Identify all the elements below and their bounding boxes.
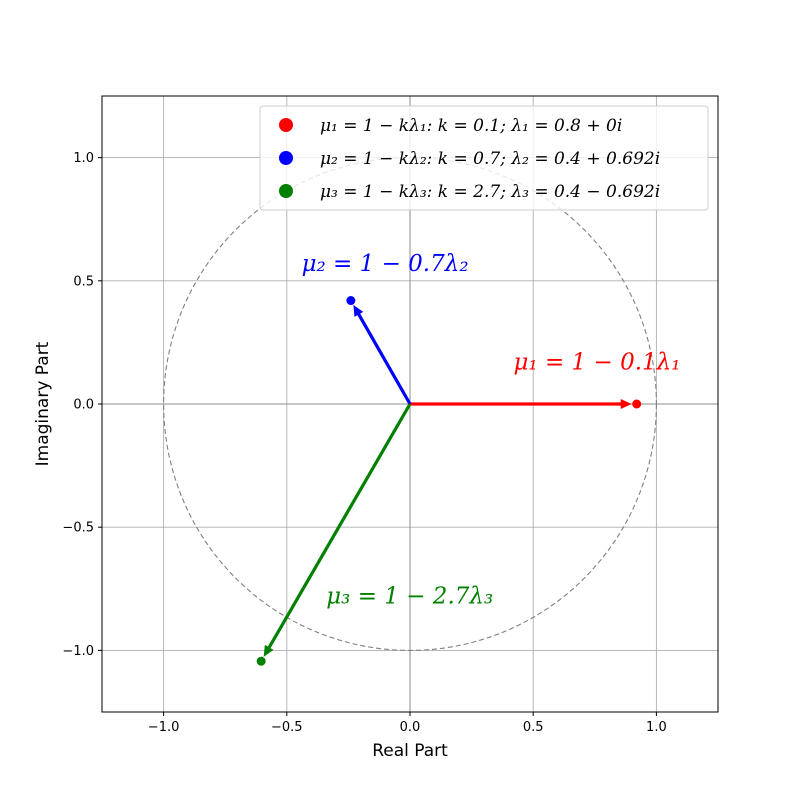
vector-shaft-3 <box>267 403 412 650</box>
vector-shaft-2 <box>356 312 412 405</box>
vector-arrowhead-1 <box>620 399 632 409</box>
annotation-3: μ₃ = 1 − 2.7λ₃ <box>326 584 493 610</box>
point-2 <box>346 296 356 306</box>
legend-box <box>259 105 709 211</box>
legend-label-3: μ₃ = 1 − kλ₃: k = 2.7; λ₃ = 0.4 − 0.692i <box>320 182 660 202</box>
annotation-1: μ₁ = 1 − 0.1λ₁ <box>513 350 680 376</box>
vector-arrowhead-3 <box>263 644 274 657</box>
y-tick-label: 0.5 <box>73 274 94 289</box>
x-tick-label: 0.0 <box>400 720 421 735</box>
x-tick-label: 1.0 <box>646 720 667 735</box>
y-tick-label: 0.0 <box>73 398 94 413</box>
legend-marker-1 <box>279 118 293 132</box>
x-tick-label: −0.5 <box>271 720 303 735</box>
x-tick-label: 0.5 <box>523 720 544 735</box>
vectors <box>256 296 642 666</box>
vector-arrowhead-2 <box>353 304 364 317</box>
legend: μ₁ = 1 − kλ₁: k = 0.1; λ₁ = 0.8 + 0i μ₂ =… <box>259 105 709 211</box>
legend-marker-2 <box>279 151 293 165</box>
annotation-2: μ₂ = 1 − 0.7λ₂ <box>302 251 469 277</box>
y-tick-label: −0.5 <box>62 521 94 536</box>
legend-label-2: μ₂ = 1 − kλ₂: k = 0.7; λ₂ = 0.4 + 0.692i <box>320 149 660 169</box>
annotations: μ₁ = 1 − 0.1λ₁ μ₂ = 1 − 0.7λ₂ μ₃ = 1 − 2.7… <box>302 251 681 610</box>
x-tick-label: −1.0 <box>148 720 180 735</box>
y-tick-label: −1.0 <box>62 644 94 659</box>
point-3 <box>256 656 266 666</box>
ticks: −1.0 −0.5 0.0 0.5 1.0 −1.0 −0.5 0.0 0.5 1.0 <box>62 151 666 735</box>
legend-label-1: μ₁ = 1 − kλ₁: k = 0.1; λ₁ = 0.8 + 0i <box>320 116 622 136</box>
y-tick-label: 1.0 <box>73 151 94 166</box>
y-axis-label: Imaginary Part <box>33 341 53 466</box>
legend-marker-3 <box>279 184 293 198</box>
point-1 <box>632 399 642 409</box>
x-axis-label: Real Part <box>372 741 448 761</box>
